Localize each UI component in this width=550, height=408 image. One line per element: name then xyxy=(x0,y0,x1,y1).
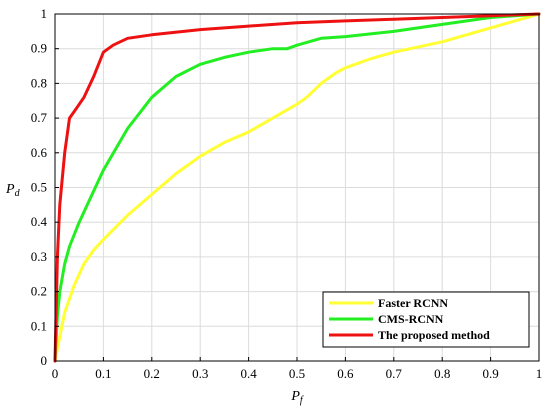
series-lines xyxy=(53,12,541,363)
x-tick-labels: 0 0.1 0.2 0.3 0.4 0.5 0.6 0.7 0.8 0.9 1 xyxy=(52,357,543,381)
legend-entry: The proposed method xyxy=(378,328,490,342)
y-tick-label: 0.1 xyxy=(31,318,47,333)
y-tick-label: 0.2 xyxy=(31,284,47,299)
y-tick-label: 0.5 xyxy=(31,180,47,195)
x-tick-label: 0 xyxy=(52,366,59,381)
x-tick-label: 0.8 xyxy=(434,366,450,381)
x-tick-label: 0.9 xyxy=(482,366,498,381)
y-tick-label: 0 xyxy=(41,353,48,368)
y-tick-label: 0.3 xyxy=(31,249,47,264)
x-tick-label: 0.4 xyxy=(240,366,257,381)
x-tick-label: 0.7 xyxy=(386,366,403,381)
y-tick-label: 0.8 xyxy=(31,75,47,90)
y-tick-label: 0.6 xyxy=(31,145,48,160)
series-line-1 xyxy=(53,12,541,363)
x-tick-label: 0.6 xyxy=(337,366,354,381)
y-tick-label: 1 xyxy=(41,6,48,21)
y-axis-label: Pd xyxy=(5,182,21,199)
x-tick-label: 0.5 xyxy=(289,366,305,381)
legend: Faster RCNN CMS-RCNN The proposed method xyxy=(322,291,530,348)
legend-entry: CMS-RCNN xyxy=(378,312,444,326)
x-tick-label: 0.3 xyxy=(192,366,208,381)
y-tick-labels: 0 0.1 0.2 0.3 0.4 0.5 0.6 0.7 0.8 0.9 1 xyxy=(31,6,59,368)
x-tick-label: 0.2 xyxy=(144,366,160,381)
x-axis-label: Pf xyxy=(290,389,304,406)
x-tick-label: 1 xyxy=(536,366,543,381)
legend-entry: Faster RCNN xyxy=(378,296,448,310)
y-tick-label: 0.9 xyxy=(31,41,47,56)
series-line-0 xyxy=(53,12,541,363)
y-tick-label: 0.4 xyxy=(31,214,48,229)
series-line-2 xyxy=(53,12,541,363)
y-tick-label: 0.7 xyxy=(31,110,48,125)
x-tick-label: 0.1 xyxy=(95,366,111,381)
